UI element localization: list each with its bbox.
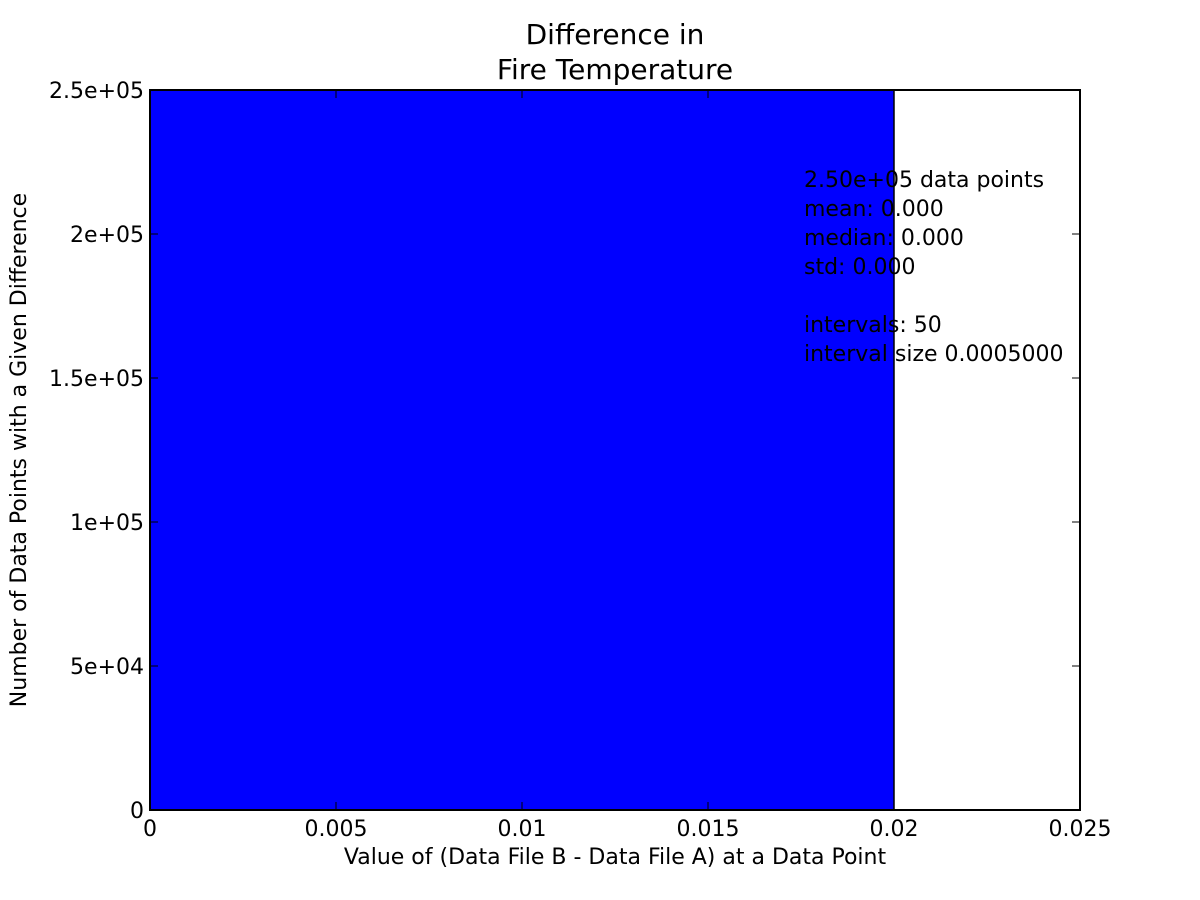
stats-line: median: 0.000 bbox=[804, 226, 964, 251]
x-tick-label: 0.005 bbox=[305, 817, 368, 842]
y-tick-label: 2.5e+05 bbox=[49, 79, 144, 104]
stats-line: mean: 0.000 bbox=[804, 197, 944, 222]
stats-annotation: 2.50e+05 data points mean: 0.000 median: 0… bbox=[804, 168, 1064, 367]
x-tick-label: 0.025 bbox=[1049, 817, 1112, 842]
y-tick-label: 0 bbox=[130, 799, 144, 824]
plot-frame bbox=[149, 89, 1081, 811]
x-tick-label: 0.015 bbox=[677, 817, 740, 842]
stats-line: 2.50e+05 data points bbox=[804, 168, 1044, 193]
stats-line: std: 0.000 bbox=[804, 255, 915, 280]
y-axis-label: Number of Data Points with a Given Diffe… bbox=[7, 193, 32, 707]
x-tick-label: 0.02 bbox=[870, 817, 919, 842]
axis-tick-labels: 0 0.005 0.01 0.015 0.02 0.025 0 5e+04 1e+05 1.5e+… bbox=[49, 79, 1111, 842]
y-tick-label: 1e+05 bbox=[70, 511, 144, 536]
x-axis-label: Value of (Data File B - Data File A) at … bbox=[344, 845, 887, 870]
stats-line: intervals: 50 bbox=[804, 313, 942, 338]
y-tick-label: 2e+05 bbox=[70, 223, 144, 248]
axis-ticks bbox=[149, 89, 1081, 811]
x-tick-label: 0 bbox=[143, 817, 157, 842]
bars-group bbox=[149, 89, 895, 811]
y-tick-label: 1.5e+05 bbox=[49, 367, 144, 392]
chart-title-line: Difference in bbox=[526, 18, 705, 51]
chart-title-line: Fire Temperature bbox=[497, 53, 733, 86]
y-tick-label: 5e+04 bbox=[70, 655, 144, 680]
x-tick-label: 0.01 bbox=[498, 817, 547, 842]
histogram-bar bbox=[149, 89, 895, 811]
stats-line: interval size 0.0005000 bbox=[804, 342, 1064, 367]
